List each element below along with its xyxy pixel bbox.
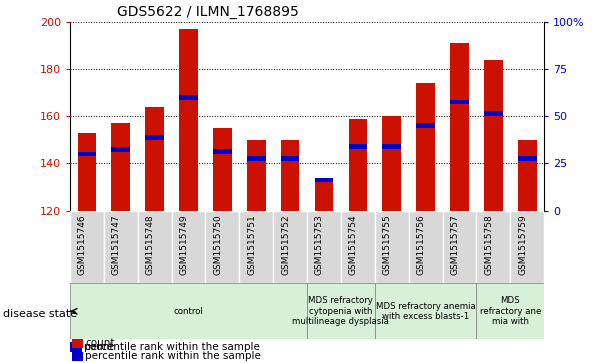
Text: GSM1515755: GSM1515755 (382, 214, 392, 275)
FancyBboxPatch shape (104, 211, 137, 283)
FancyBboxPatch shape (240, 211, 273, 283)
Text: percentile rank within the sample: percentile rank within the sample (84, 342, 260, 352)
Text: GSM1515748: GSM1515748 (145, 214, 154, 275)
Bar (484, 60, 503, 211)
Bar (382, 116, 401, 211)
Text: disease state: disease state (3, 309, 77, 319)
Bar (484, 111, 503, 116)
Bar (450, 43, 469, 211)
Text: GSM1515758: GSM1515758 (485, 214, 493, 275)
Text: GDS5622 / ILMN_1768895: GDS5622 / ILMN_1768895 (117, 5, 299, 19)
Text: count: count (84, 342, 114, 352)
FancyBboxPatch shape (477, 211, 510, 283)
FancyBboxPatch shape (375, 283, 477, 339)
Bar (78, 152, 96, 156)
Bar (145, 135, 164, 140)
Bar (348, 118, 367, 211)
Bar (382, 144, 401, 149)
Bar (416, 83, 435, 211)
Bar (70, 342, 81, 352)
FancyBboxPatch shape (273, 211, 307, 283)
Bar (315, 180, 333, 211)
Bar (247, 156, 266, 161)
Bar (450, 99, 469, 104)
Bar (518, 140, 536, 211)
FancyBboxPatch shape (477, 283, 544, 339)
Bar (518, 156, 536, 161)
Bar (416, 123, 435, 128)
Text: GSM1515754: GSM1515754 (349, 214, 358, 275)
Bar (111, 123, 130, 211)
FancyBboxPatch shape (510, 211, 544, 283)
FancyBboxPatch shape (375, 211, 409, 283)
Text: GSM1515747: GSM1515747 (112, 214, 121, 275)
Bar (78, 132, 96, 211)
FancyBboxPatch shape (443, 211, 477, 283)
Text: control: control (174, 307, 203, 316)
Text: GSM1515752: GSM1515752 (281, 214, 290, 275)
Text: count: count (85, 338, 114, 348)
FancyBboxPatch shape (137, 211, 171, 283)
Bar (179, 95, 198, 100)
Text: GSM1515746: GSM1515746 (78, 214, 87, 275)
Bar (213, 128, 232, 211)
Bar (72, 352, 83, 361)
Text: GSM1515759: GSM1515759 (518, 214, 527, 275)
Bar (281, 156, 299, 161)
FancyBboxPatch shape (171, 211, 206, 283)
FancyBboxPatch shape (307, 211, 341, 283)
Text: GSM1515753: GSM1515753 (315, 214, 324, 275)
Bar (70, 342, 81, 352)
FancyBboxPatch shape (341, 211, 375, 283)
Bar (179, 29, 198, 211)
FancyBboxPatch shape (70, 211, 104, 283)
Bar (348, 144, 367, 149)
Bar (213, 149, 232, 154)
Bar (281, 140, 299, 211)
Text: percentile rank within the sample: percentile rank within the sample (85, 351, 261, 361)
Bar (315, 178, 333, 182)
FancyBboxPatch shape (409, 211, 443, 283)
Bar (247, 140, 266, 211)
Text: MDS refractory
cytopenia with
multilineage dysplasia: MDS refractory cytopenia with multilinea… (292, 296, 389, 326)
Text: GSM1515757: GSM1515757 (451, 214, 460, 275)
FancyBboxPatch shape (206, 211, 240, 283)
FancyBboxPatch shape (70, 283, 307, 339)
Text: GSM1515751: GSM1515751 (247, 214, 256, 275)
Bar (145, 107, 164, 211)
Bar (111, 147, 130, 152)
Text: GSM1515750: GSM1515750 (213, 214, 223, 275)
Bar (72, 339, 83, 348)
Text: GSM1515756: GSM1515756 (416, 214, 426, 275)
Text: MDS refractory anemia
with excess blasts-1: MDS refractory anemia with excess blasts… (376, 302, 475, 321)
Text: GSM1515749: GSM1515749 (179, 214, 188, 275)
Text: MDS
refractory ane
mia with: MDS refractory ane mia with (480, 296, 541, 326)
FancyBboxPatch shape (307, 283, 375, 339)
